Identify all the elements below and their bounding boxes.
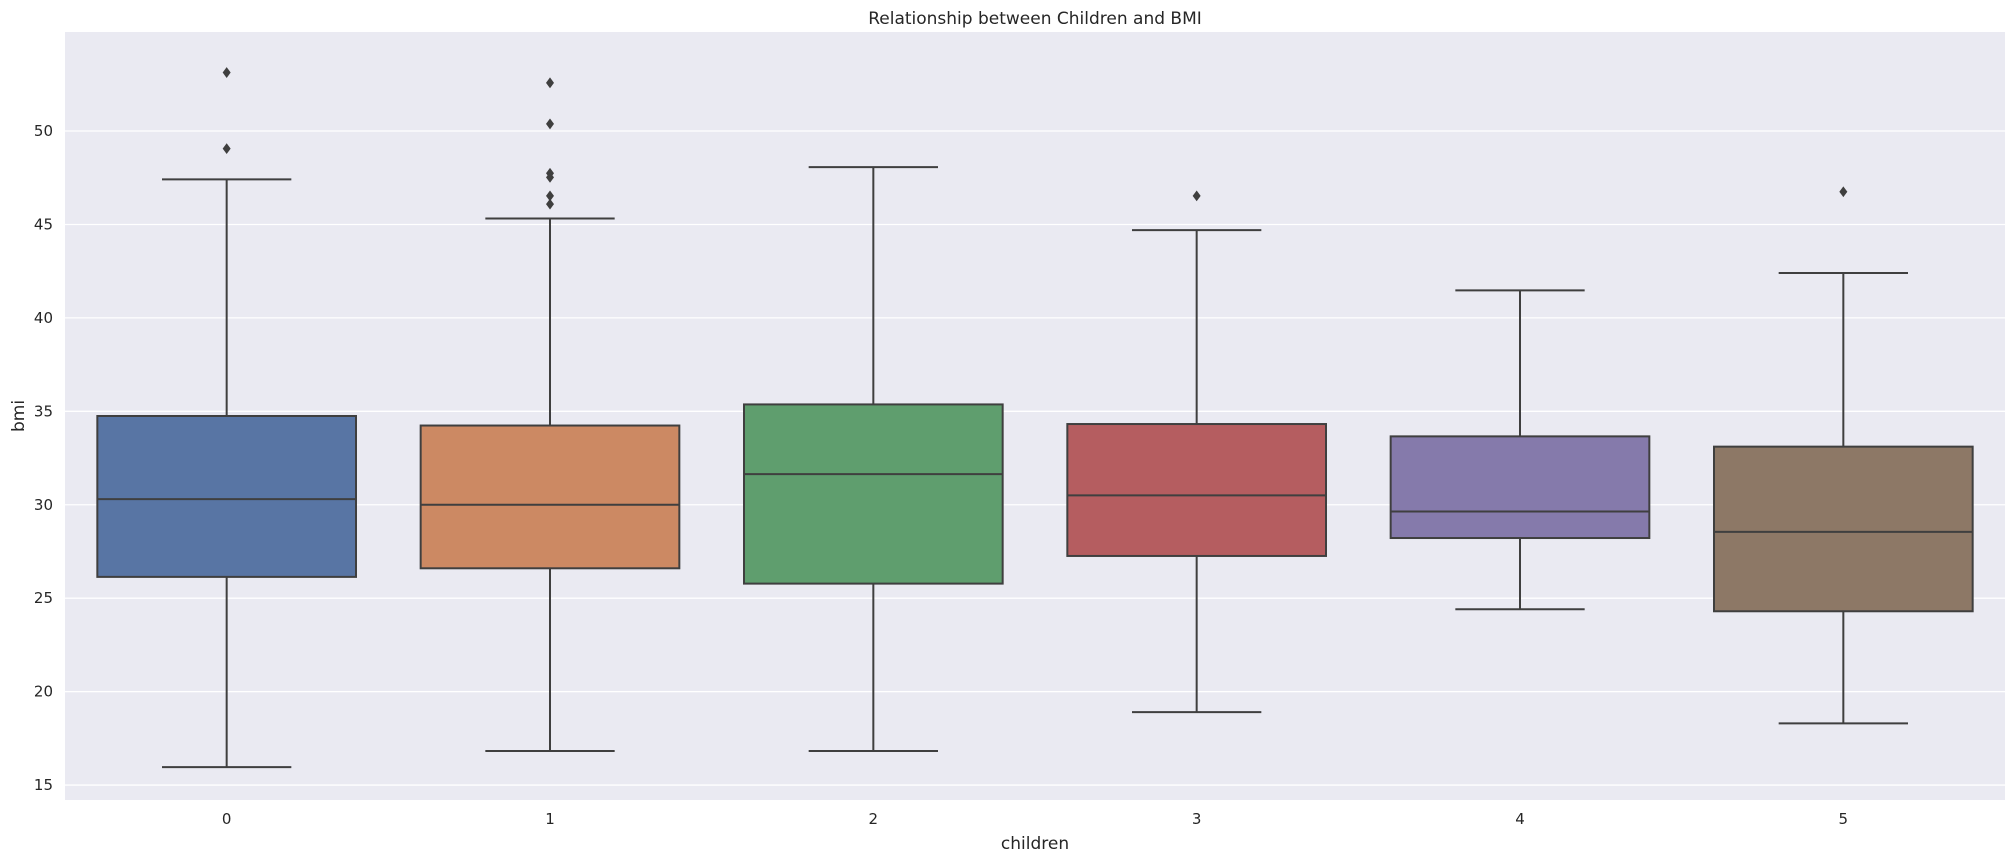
y-tick-label: 20 — [34, 683, 53, 701]
y-tick-label: 15 — [34, 776, 53, 794]
outlier-point — [222, 143, 231, 155]
outlier-point — [546, 118, 554, 130]
plot-area-background — [65, 32, 2005, 800]
y-tick-label: 30 — [34, 496, 53, 514]
y-tick-label: 40 — [34, 309, 53, 327]
y-tick-label: 45 — [34, 215, 53, 233]
box-group-2 — [743, 166, 1004, 753]
outlier-point — [222, 67, 231, 78]
box-group-3 — [1066, 190, 1328, 714]
box-group-5 — [1713, 186, 1974, 725]
outlier-point — [1192, 190, 1201, 202]
boxes-layer — [96, 67, 1974, 769]
iqr-box — [419, 424, 681, 570]
iqr-box — [1066, 423, 1328, 557]
iqr-box — [743, 403, 1004, 585]
box-group-0 — [96, 67, 357, 769]
y-tick-label: 35 — [34, 402, 53, 420]
x-tick-label: 0 — [222, 810, 232, 828]
box-group-4 — [1389, 289, 1651, 611]
y-axis-ticks: 15 20 25 30 35 40 45 50 — [34, 122, 53, 794]
outlier-point — [1839, 186, 1848, 198]
x-axis-ticks: 0 1 2 3 4 5 — [222, 810, 1848, 828]
outlier-point — [546, 198, 554, 210]
y-tick-label: 50 — [34, 122, 53, 140]
x-tick-label: 1 — [545, 810, 555, 828]
chart-title: Relationship between Children and BMI — [868, 9, 1202, 29]
outlier-point — [546, 190, 554, 202]
x-axis-label: children — [1001, 834, 1069, 854]
x-tick-label: 3 — [1192, 810, 1202, 828]
outlier-point — [546, 167, 554, 179]
x-tick-label: 4 — [1515, 810, 1525, 828]
outlier-point — [546, 77, 554, 89]
iqr-box — [1713, 445, 1974, 613]
x-tick-label: 5 — [1839, 810, 1849, 828]
grid-lines — [65, 130, 2005, 786]
box-group-1 — [419, 77, 681, 753]
y-axis-label: bmi — [9, 400, 29, 432]
iqr-box — [96, 415, 357, 578]
iqr-box — [1389, 435, 1651, 540]
x-tick-label: 2 — [869, 810, 879, 828]
y-tick-label: 25 — [34, 589, 53, 607]
